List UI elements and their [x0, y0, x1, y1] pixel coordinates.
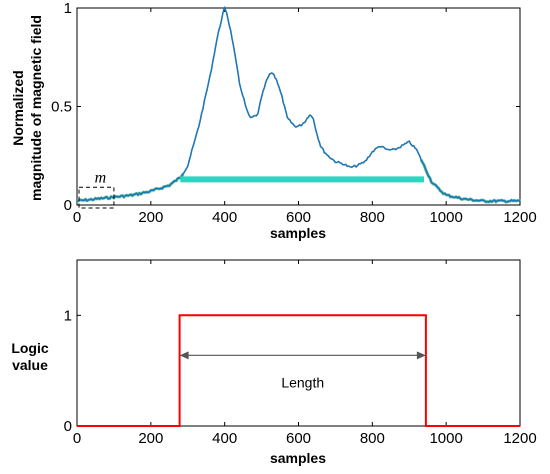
x-tick-label: 800: [360, 209, 385, 226]
length-arrow-head-left: [179, 351, 189, 360]
y-tick-label: 1: [64, 307, 72, 324]
noise-band: [419, 159, 521, 204]
bottom-y-axis-label-line2: value: [12, 357, 48, 373]
logic-value-line: [77, 314, 520, 427]
y-tick-label: 0: [64, 418, 72, 435]
top-x-tick-group: 0 200 400 600 800 1000 1200: [73, 8, 537, 226]
magnetic-field-line: [77, 6, 521, 203]
x-tick-label: 200: [138, 430, 163, 447]
bottom-plot-frame: [76, 259, 521, 427]
top-y-tick-group: 00.51: [51, 0, 520, 214]
length-label: Length: [281, 374, 324, 390]
top-chart: 0 200 400 600 800 1000 1200 00.51 m samples No…: [10, 0, 537, 241]
top-y-axis-label-line2: magnitude of magnetic field: [28, 15, 44, 201]
x-tick-label: 600: [286, 209, 311, 226]
bottom-chart: 0 200 400 600 800 1000 1200 01 Length samples …: [11, 259, 537, 466]
y-tick-label: 0.5: [51, 99, 72, 116]
bottom-y-tick-group: 01: [64, 307, 520, 435]
top-y-axis-label-line1: Normalized: [10, 70, 26, 145]
bottom-x-axis-label: samples: [270, 450, 326, 466]
x-tick-label: 400: [212, 430, 237, 447]
noise-window-label: m: [95, 169, 107, 186]
y-tick-label: 0: [64, 197, 72, 214]
y-tick-label: 1: [64, 0, 72, 17]
noise-band: [76, 172, 185, 203]
x-tick-label: 1000: [429, 430, 462, 447]
noise-window-box: [78, 186, 115, 209]
x-tick-label: 1200: [503, 430, 536, 447]
bottom-y-axis-label-line1: Logic: [11, 340, 49, 356]
top-series-group: [76, 6, 521, 204]
x-tick-label: 1200: [503, 209, 536, 226]
length-arrow-head-right: [416, 351, 426, 360]
x-tick-label: 400: [212, 209, 237, 226]
length-annotation: Length: [179, 351, 426, 390]
x-tick-label: 1000: [429, 209, 462, 226]
x-tick-label: 800: [360, 430, 385, 447]
x-tick-label: 0: [73, 430, 81, 447]
x-tick-label: 600: [286, 430, 311, 447]
bottom-series-group: [77, 314, 520, 427]
noise-window-annotation: m: [78, 169, 115, 209]
x-tick-label: 200: [138, 209, 163, 226]
bottom-x-tick-group: 0 200 400 600 800 1000 1200: [73, 260, 537, 447]
top-plot-frame: [76, 7, 521, 206]
x-tick-label: 0: [73, 209, 81, 226]
top-x-axis-label: samples: [270, 225, 326, 241]
